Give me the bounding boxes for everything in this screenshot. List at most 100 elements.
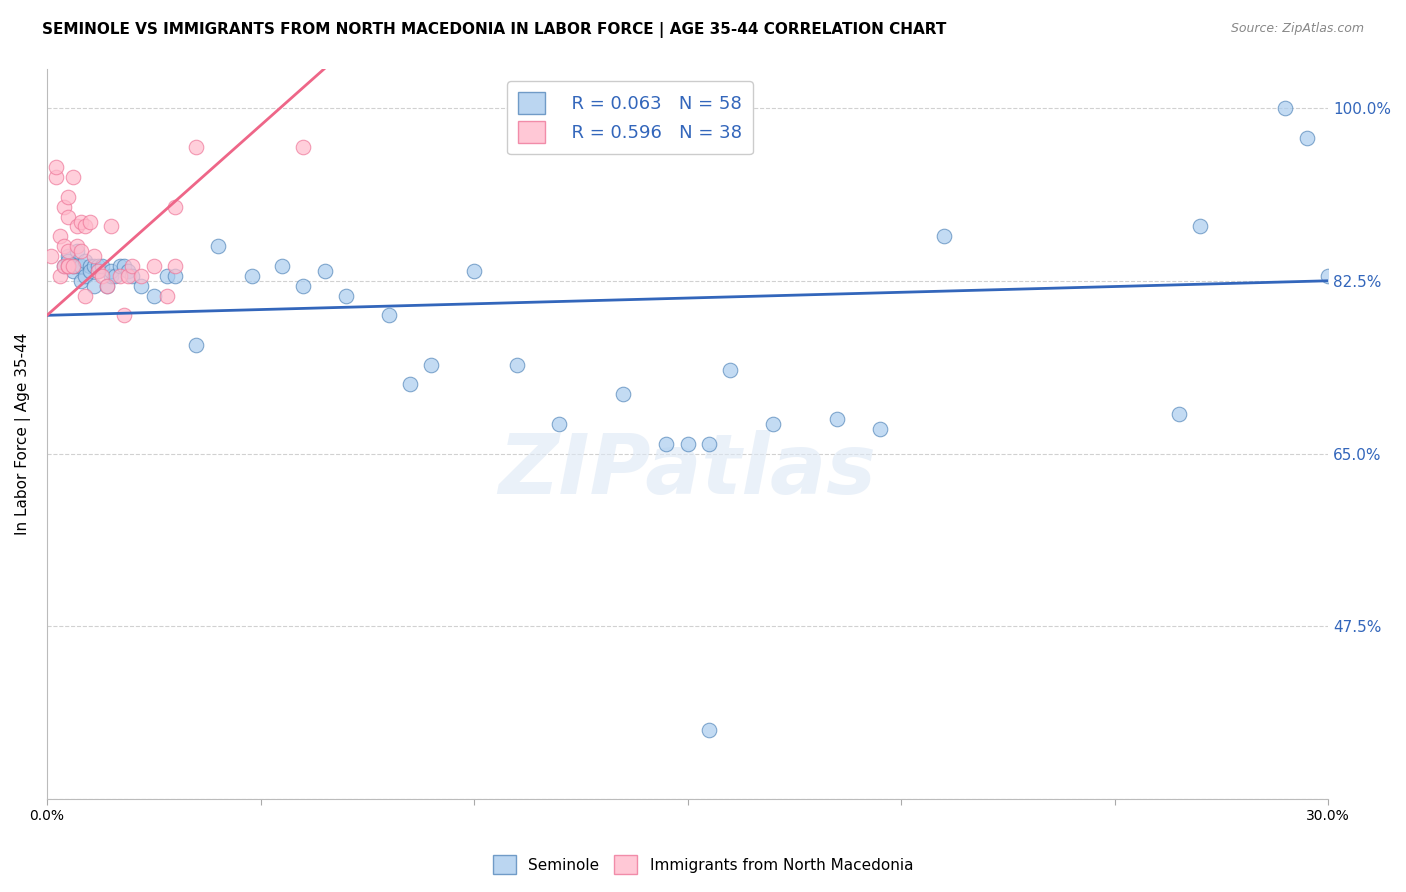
Point: [240, 268, 263, 283]
Point: [142, 259, 165, 273]
Point: [53, 239, 76, 253]
Point: [100, 219, 122, 234]
Point: [155, 288, 177, 302]
Point: [932, 229, 955, 244]
Point: [129, 268, 152, 283]
Point: [314, 264, 336, 278]
Point: [87, 264, 110, 278]
Point: [1274, 101, 1296, 115]
Point: [87, 264, 110, 278]
Text: SEMINOLE VS IMMIGRANTS FROM NORTH MACEDONIA IN LABOR FORCE | AGE 35-44 CORRELATI: SEMINOLE VS IMMIGRANTS FROM NORTH MACEDO…: [42, 22, 946, 38]
Point: [129, 278, 152, 293]
Point: [58, 259, 80, 273]
Point: [83, 278, 105, 293]
Point: [79, 259, 101, 273]
Point: [49, 268, 72, 283]
Point: [463, 264, 485, 278]
Point: [377, 309, 399, 323]
Point: [75, 268, 97, 283]
Point: [117, 268, 139, 283]
Point: [548, 417, 571, 431]
Point: [869, 422, 891, 436]
Point: [292, 140, 315, 154]
Point: [762, 417, 785, 431]
Point: [53, 259, 76, 273]
Point: [100, 268, 122, 283]
Point: [676, 436, 699, 450]
Point: [506, 358, 529, 372]
Point: [79, 264, 101, 278]
Point: [62, 259, 84, 273]
Point: [207, 239, 229, 253]
Point: [825, 412, 848, 426]
Text: ZIPatlas: ZIPatlas: [499, 430, 876, 511]
Point: [292, 278, 315, 293]
Point: [75, 219, 97, 234]
Point: [62, 264, 84, 278]
Text: Source: ZipAtlas.com: Source: ZipAtlas.com: [1230, 22, 1364, 36]
Point: [75, 254, 97, 268]
Point: [70, 274, 93, 288]
Point: [1317, 268, 1340, 283]
Point: [335, 288, 357, 302]
Point: [66, 219, 89, 234]
Point: [83, 259, 105, 273]
Point: [83, 249, 105, 263]
Point: [79, 214, 101, 228]
Point: [49, 229, 72, 244]
Point: [186, 338, 208, 352]
Point: [96, 278, 118, 293]
Point: [70, 244, 93, 259]
Point: [70, 214, 93, 228]
Point: [270, 259, 292, 273]
Point: [39, 249, 62, 263]
Point: [75, 288, 97, 302]
Point: [112, 309, 135, 323]
Legend: Seminole, Immigrants from North Macedonia: Seminole, Immigrants from North Macedoni…: [486, 849, 920, 880]
Point: [1189, 219, 1212, 234]
Point: [697, 723, 720, 737]
Point: [112, 259, 135, 273]
Point: [121, 259, 143, 273]
Point: [100, 264, 122, 278]
Point: [1167, 407, 1189, 421]
Point: [58, 259, 80, 273]
Point: [58, 249, 80, 263]
Point: [58, 244, 80, 259]
Point: [165, 259, 187, 273]
Point: [58, 190, 80, 204]
Point: [66, 239, 89, 253]
Point: [53, 259, 76, 273]
Point: [96, 278, 118, 293]
Point: [91, 259, 114, 273]
Point: [66, 259, 89, 273]
Point: [1295, 130, 1317, 145]
Point: [612, 387, 634, 401]
Point: [155, 268, 177, 283]
Point: [718, 362, 741, 376]
Point: [117, 264, 139, 278]
Point: [66, 244, 89, 259]
Point: [655, 436, 678, 450]
Point: [53, 200, 76, 214]
Point: [58, 210, 80, 224]
Point: [62, 259, 84, 273]
Point: [142, 288, 165, 302]
Y-axis label: In Labor Force | Age 35-44: In Labor Force | Age 35-44: [15, 333, 31, 535]
Point: [44, 160, 66, 174]
Point: [44, 170, 66, 185]
Point: [420, 358, 443, 372]
Point: [62, 170, 84, 185]
Point: [165, 200, 187, 214]
Point: [108, 268, 131, 283]
Point: [58, 254, 80, 268]
Point: [70, 259, 93, 273]
Point: [697, 436, 720, 450]
Point: [91, 268, 114, 283]
Point: [186, 140, 208, 154]
Point: [87, 259, 110, 273]
Point: [165, 268, 187, 283]
Point: [399, 377, 422, 392]
Point: [121, 268, 143, 283]
Point: [108, 259, 131, 273]
